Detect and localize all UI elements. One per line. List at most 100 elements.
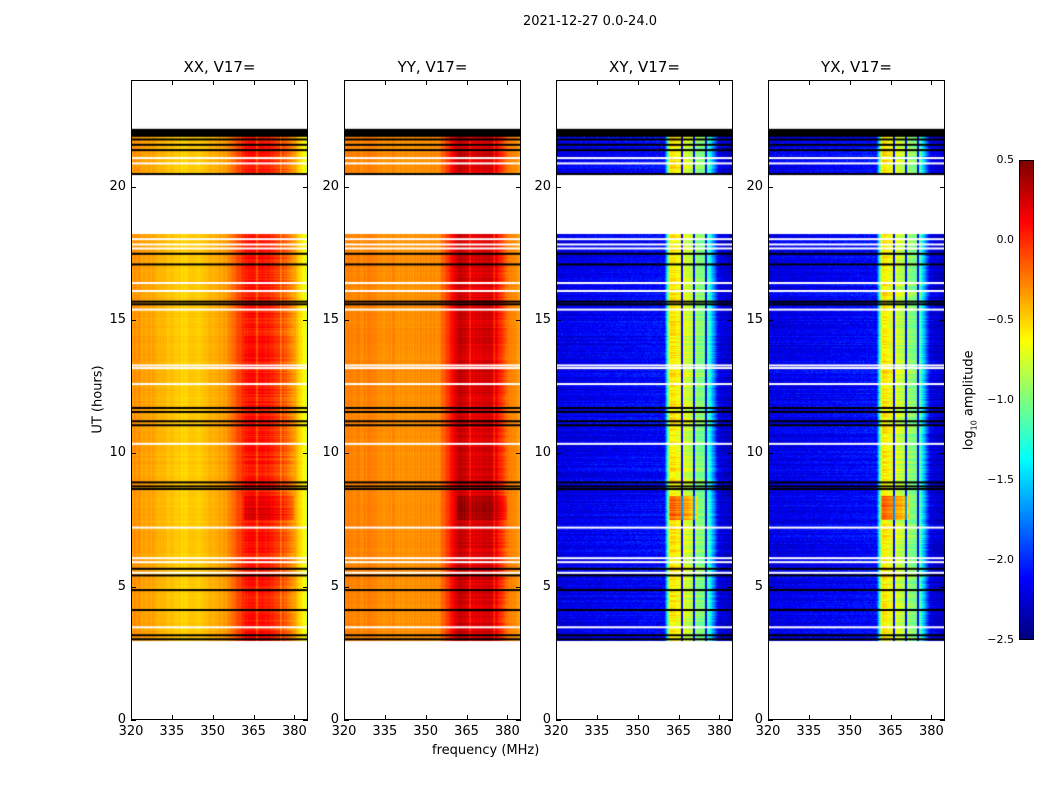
x-tick-mark [171, 715, 173, 720]
x-tick-mark [384, 715, 386, 720]
y-tick-mark [344, 720, 349, 721]
y-tick-mark [556, 720, 561, 721]
x-tick-mark [171, 80, 173, 85]
x-tick-mark [131, 715, 132, 720]
y-tick-mark [556, 586, 561, 588]
x-tick-mark [678, 80, 680, 85]
x-tick-mark [637, 80, 639, 85]
x-tick-mark [808, 715, 810, 720]
x-tick-mark [253, 715, 255, 720]
x-tick-mark [131, 80, 132, 85]
x-tick-mark [890, 715, 892, 720]
panel-title-xy: XY, V17= [609, 58, 680, 76]
x-tick-mark [849, 715, 851, 720]
y-axis-label: UT (hours) [90, 365, 106, 434]
y-tick-mark [768, 453, 773, 455]
figure-title: 2021-12-27 0.0-24.0 [523, 14, 657, 29]
y-tick-mark [516, 453, 521, 455]
panel-yy [344, 80, 521, 720]
x-tick-label: 380 [281, 724, 307, 739]
x-tick-mark [596, 80, 598, 85]
x-tick-label: 335 [584, 724, 610, 739]
panel-xx [131, 80, 308, 720]
x-tick-label: 350 [837, 724, 863, 739]
x-tick-label: 380 [706, 724, 732, 739]
y-tick-label: 20 [109, 178, 126, 194]
x-tick-mark [637, 715, 639, 720]
y-tick-label: 20 [746, 178, 763, 194]
y-tick-label: 10 [746, 445, 763, 461]
y-tick-mark [303, 586, 308, 588]
y-tick-mark [556, 453, 561, 455]
colorbar-gradient [1020, 161, 1033, 639]
x-tick-mark [253, 80, 255, 85]
x-tick-mark [768, 715, 769, 720]
x-tick-label: 380 [918, 724, 944, 739]
y-tick-mark [303, 186, 308, 188]
x-tick-mark [384, 80, 386, 85]
y-tick-mark [728, 453, 733, 455]
y-tick-label: 5 [754, 578, 763, 594]
y-tick-label: 10 [322, 445, 339, 461]
x-tick-mark [344, 80, 345, 85]
x-tick-mark [556, 80, 557, 85]
x-tick-mark [768, 80, 769, 85]
heatmap-yy [345, 81, 520, 719]
x-tick-label: 365 [878, 724, 903, 739]
x-tick-mark [212, 80, 214, 85]
x-tick-label: 335 [372, 724, 398, 739]
y-tick-mark [556, 320, 561, 321]
panel-xy [556, 80, 733, 720]
y-tick-mark [303, 453, 308, 455]
panel-title-xx: XX, V17= [183, 58, 256, 76]
y-tick-mark [556, 186, 561, 188]
y-tick-mark [131, 453, 136, 455]
colorbar-tick-label: −1.0 [987, 393, 1014, 406]
x-tick-label: 350 [625, 724, 651, 739]
x-tick-label: 350 [200, 724, 226, 739]
x-tick-mark [507, 715, 509, 720]
panel-title-yy: YY, V17= [397, 58, 468, 76]
y-tick-mark [344, 186, 349, 188]
x-tick-mark [344, 715, 345, 720]
y-tick-mark [728, 720, 733, 721]
x-tick-mark [931, 80, 933, 85]
x-tick-mark [678, 715, 680, 720]
x-tick-mark [808, 80, 810, 85]
y-tick-mark [768, 720, 773, 721]
y-tick-mark [516, 320, 521, 321]
x-tick-mark [719, 80, 721, 85]
y-tick-mark [516, 720, 521, 721]
y-tick-mark [344, 320, 349, 321]
x-tick-label: 335 [159, 724, 185, 739]
y-tick-mark [728, 320, 733, 321]
colorbar-tick-label: −2.0 [987, 553, 1014, 566]
x-tick-mark [719, 715, 721, 720]
colorbar-tick-label: −1.5 [987, 473, 1014, 486]
y-tick-mark [303, 720, 308, 721]
y-tick-mark [131, 586, 136, 588]
y-tick-mark [516, 186, 521, 188]
y-tick-label: 20 [534, 178, 551, 194]
x-tick-mark [212, 715, 214, 720]
x-tick-label: 365 [666, 724, 691, 739]
y-tick-mark [728, 186, 733, 188]
y-tick-mark [940, 320, 945, 321]
x-tick-label: 365 [454, 724, 479, 739]
y-tick-mark [344, 586, 349, 588]
colorbar-label: log10 amplitude [961, 350, 979, 451]
x-tick-mark [507, 80, 509, 85]
x-tick-mark [556, 715, 557, 720]
y-tick-label: 20 [322, 178, 339, 194]
y-tick-label: 0 [542, 712, 551, 727]
y-tick-label: 15 [534, 312, 551, 327]
y-tick-label: 5 [117, 578, 126, 594]
heatmap-xx [132, 81, 307, 719]
x-tick-label: 320 [755, 724, 781, 739]
x-tick-label: 380 [494, 724, 520, 739]
y-tick-mark [768, 186, 773, 188]
y-tick-label: 15 [322, 312, 339, 327]
y-tick-label: 15 [109, 312, 126, 327]
colorbar-tick-label: 0.5 [996, 153, 1015, 166]
